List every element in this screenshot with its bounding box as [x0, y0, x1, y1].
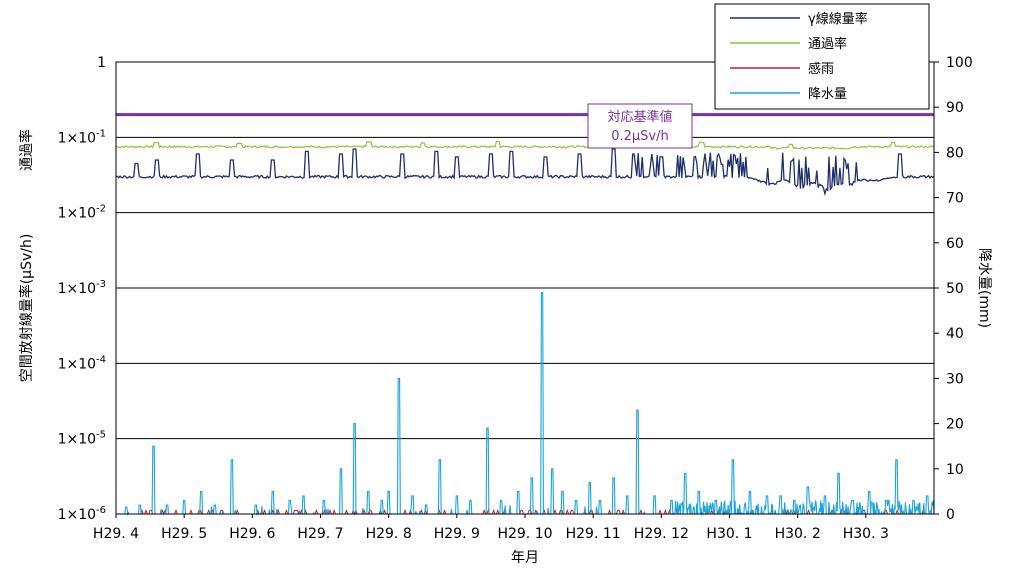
- x-tick-label: H30. 2: [775, 526, 821, 542]
- x-axis-ticks: H29. 4 H29. 5 H29. 6 H29. 7 H29. 8 H29. 9 H29.…: [93, 514, 889, 542]
- left-tick-label: 1×10-6: [58, 505, 106, 523]
- right-axis-title: 降水量(mm): [976, 248, 992, 328]
- right-tick-label: 0: [946, 507, 955, 523]
- left-tick-label: 1: [97, 55, 106, 71]
- left-axis-ticks: 1 1×10-1 1×10-2 1×10-3 1×10-4 1×10-5 1×10-6: [58, 55, 106, 523]
- reference-value: 0.2μSv/h: [611, 129, 669, 144]
- x-tick-label: H30. 3: [843, 526, 889, 542]
- left-tick-label: 1×10-5: [58, 430, 106, 448]
- right-axis-ticks: 0 10 20 30 40 50 60 70 80 90 100: [934, 55, 973, 523]
- x-tick-label: H29. 12: [634, 526, 689, 542]
- legend-label: 通過率: [808, 36, 847, 52]
- x-tick-label: H29. 6: [229, 526, 275, 542]
- x-tick-label: H29. 11: [566, 526, 621, 542]
- left-axis-top-title: 通過率: [18, 129, 35, 171]
- right-tick-label: 50: [946, 281, 964, 297]
- right-tick-label: 90: [946, 100, 964, 116]
- legend-label: 感雨: [808, 61, 834, 77]
- legend-box: [714, 3, 930, 110]
- legend-label: γ線線量率: [808, 11, 868, 27]
- left-tick-label: 1×10-3: [58, 279, 106, 297]
- grid-lines: [116, 136, 934, 440]
- series-gamma-dose-rate: [115, 148, 935, 197]
- right-tick-label: 70: [946, 191, 964, 207]
- series-lines: [115, 140, 935, 517]
- x-tick-label: H29. 7: [297, 526, 343, 542]
- right-tick-label: 60: [946, 236, 964, 252]
- right-tick-label: 10: [946, 462, 964, 478]
- x-axis-title: 年月: [511, 550, 539, 566]
- x-tick-label: H30. 1: [706, 526, 752, 542]
- x-tick-label: H29. 9: [434, 526, 480, 542]
- left-tick-label: 1×10-1: [58, 128, 106, 146]
- reference-label: 対応基準値: [607, 109, 672, 125]
- x-tick-label: H29. 4: [93, 526, 139, 542]
- x-tick-label: H29. 5: [161, 526, 207, 542]
- reference-label-box: 対応基準値 0.2μSv/h: [587, 103, 693, 149]
- left-tick-label: 1×10-2: [58, 204, 106, 222]
- right-tick-label: 80: [946, 145, 964, 161]
- x-tick-label: H29. 10: [497, 526, 552, 542]
- series-precipitation: [116, 291, 935, 517]
- right-tick-label: 30: [946, 371, 964, 387]
- legend-label: 降水量: [808, 87, 847, 102]
- right-tick-label: 100: [946, 55, 973, 71]
- x-tick-label: H29. 8: [366, 526, 412, 542]
- left-tick-label: 1×10-4: [58, 354, 106, 372]
- series-passage-rate: [115, 140, 935, 150]
- right-tick-label: 20: [946, 417, 964, 433]
- right-tick-label: 40: [946, 326, 964, 342]
- left-axis-title: 空間放射線量率(μSv/h): [18, 234, 35, 383]
